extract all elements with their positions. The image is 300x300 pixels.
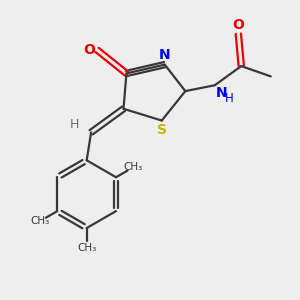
Text: CH₃: CH₃ [124,162,143,172]
Text: H: H [225,92,234,105]
Text: CH₃: CH₃ [31,216,50,226]
Text: S: S [157,123,167,137]
Text: O: O [232,18,244,32]
Text: CH₃: CH₃ [77,243,96,253]
Text: H: H [70,118,80,131]
Text: O: O [83,43,95,57]
Text: N: N [159,48,170,62]
Text: N: N [215,85,227,100]
